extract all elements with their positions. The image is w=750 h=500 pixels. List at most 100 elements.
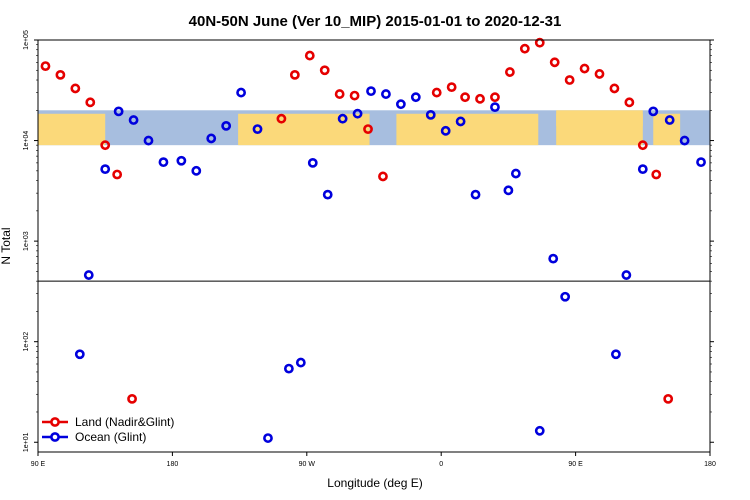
- ocean-point: [560, 291, 571, 302]
- land-point: [304, 50, 315, 61]
- land-point: [127, 393, 137, 404]
- y-tick-label: 1e+04: [23, 131, 30, 151]
- land-point: [40, 61, 51, 72]
- ocean-point: [534, 425, 545, 436]
- ocean-point: [176, 155, 187, 166]
- land-point: [349, 90, 360, 101]
- ocean-point: [664, 115, 675, 125]
- x-tick-label: 90 E: [568, 461, 583, 468]
- land-point: [319, 65, 330, 76]
- ocean-point: [410, 92, 421, 103]
- y-tick-label: 1e+02: [23, 332, 30, 352]
- ocean-point: [648, 106, 659, 117]
- y-tick-label: 1e+05: [23, 30, 30, 50]
- ocean-point: [395, 99, 406, 110]
- land-mass: [238, 113, 370, 146]
- land-point: [490, 92, 500, 103]
- y-axis: 1e+01 1e+02 1e+03 1e+04 1e+05: [23, 30, 714, 452]
- legend-marker: [50, 417, 60, 427]
- ocean-point: [440, 125, 451, 136]
- world-map-strip: [38, 110, 710, 146]
- land-point: [663, 393, 674, 404]
- ocean-point: [470, 189, 481, 200]
- land-mass: [396, 113, 539, 146]
- ocean-point: [263, 433, 273, 443]
- chart-title: 40N-50N June (Ver 10_MIP) 2015-01-01 to …: [189, 13, 562, 30]
- ocean-point: [548, 253, 559, 264]
- ocean-point: [113, 106, 124, 117]
- ocean-point: [206, 133, 217, 144]
- ocean-point: [679, 135, 690, 146]
- ocean-point: [455, 116, 466, 127]
- x-tick-label: 90 E: [31, 461, 46, 468]
- x-tick-label: 180: [167, 461, 179, 468]
- ocean-point: [503, 185, 514, 196]
- land-point: [363, 124, 373, 135]
- land-point: [276, 113, 287, 124]
- land-point: [564, 75, 575, 85]
- x-tick-label: 180: [704, 461, 716, 468]
- ocean-point: [128, 115, 139, 125]
- ocean-point: [83, 270, 94, 280]
- ocean-point: [510, 168, 521, 179]
- x-axis-label: Longitude (deg E): [327, 476, 422, 490]
- land-point: [100, 140, 111, 151]
- land-point: [594, 69, 605, 79]
- land-point: [446, 82, 457, 93]
- ocean-point: [100, 164, 111, 175]
- data-points: [40, 37, 706, 443]
- ocean-point: [283, 363, 294, 374]
- land-point: [651, 169, 662, 180]
- ocean-point: [366, 86, 376, 97]
- ocean-point: [74, 349, 85, 360]
- ocean-point: [322, 189, 333, 200]
- y-tick-label: 1e+01: [23, 432, 30, 452]
- land-point: [534, 37, 545, 48]
- legend: Land (Nadir&Glint)Ocean (Glint): [42, 415, 174, 444]
- ocean-point: [191, 165, 202, 176]
- ocean-point: [143, 135, 154, 146]
- ocean-point: [621, 270, 632, 280]
- legend-label: Ocean (Glint): [75, 430, 146, 444]
- x-tick-label: 0: [439, 461, 443, 468]
- ocean-point: [696, 157, 706, 168]
- x-tick-label: 90 W: [299, 461, 316, 468]
- land-point: [519, 43, 530, 54]
- land-mass: [556, 110, 643, 126]
- land-point: [334, 89, 345, 99]
- ocean-point: [637, 164, 648, 175]
- land-mass: [38, 113, 106, 146]
- ocean-point: [307, 157, 318, 168]
- land-point: [112, 169, 123, 180]
- land-point: [431, 87, 442, 98]
- land-point: [504, 67, 515, 77]
- land-point: [378, 171, 388, 182]
- land-point: [637, 140, 648, 151]
- ocean-point: [252, 124, 263, 135]
- ocean-point: [236, 87, 246, 98]
- land-point: [289, 69, 300, 80]
- land-point: [85, 97, 96, 108]
- ocean-point: [337, 113, 348, 124]
- ocean-point: [425, 109, 436, 120]
- land-point: [549, 57, 560, 68]
- ocean-point: [221, 120, 232, 131]
- land-point: [475, 93, 485, 104]
- ocean-point: [611, 349, 621, 360]
- ocean-point: [295, 357, 306, 368]
- land-point: [70, 83, 81, 94]
- ocean-point: [158, 157, 169, 168]
- land-point: [460, 92, 470, 103]
- ocean-point: [381, 89, 391, 99]
- land-point: [609, 83, 620, 94]
- plot-frame: [37, 39, 711, 453]
- legend-marker: [50, 432, 60, 442]
- x-axis: 90 E 180 90 W 0 90 E 180: [31, 452, 716, 468]
- land-point: [624, 97, 635, 108]
- y-tick-label: 1e+03: [23, 231, 30, 251]
- land-point: [579, 63, 590, 74]
- ocean-point: [352, 108, 363, 119]
- legend-label: Land (Nadir&Glint): [75, 415, 174, 429]
- ocean-point: [490, 102, 500, 113]
